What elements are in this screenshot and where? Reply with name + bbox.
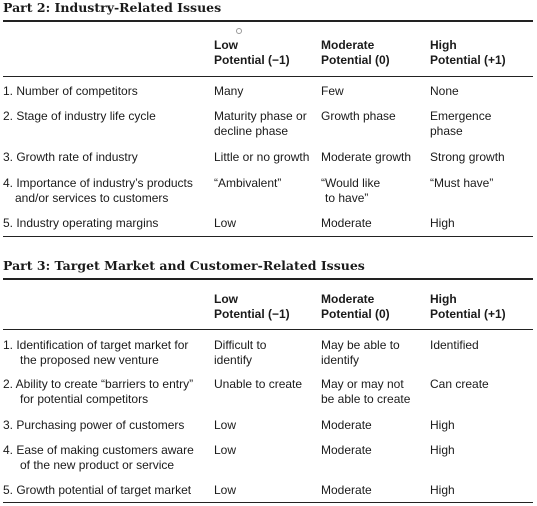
- cell-high: High: [430, 443, 455, 457]
- cell-low: Many: [214, 84, 244, 98]
- row-label: 1. Identification of target market for th…: [3, 338, 189, 367]
- cell-moderate: Moderate: [321, 418, 372, 432]
- part3-title: Part 3: Target Market and Customer-Relat…: [3, 258, 365, 273]
- cell-moderate: Moderate: [321, 483, 372, 497]
- cell-moderate: May be able to identify: [321, 338, 400, 367]
- cell-low: Difficult to identify: [214, 338, 267, 367]
- row-label: 3. Purchasing power of customers: [3, 418, 185, 432]
- row-label: 2. Stage of industry life cycle: [3, 109, 156, 123]
- cell-low: Low: [214, 443, 237, 457]
- cell-low: Maturity phase or decline phase: [214, 109, 307, 138]
- cell-low: Low: [214, 483, 237, 497]
- cell-high: Can create: [430, 377, 489, 391]
- part2-bottom-rule: [3, 236, 533, 237]
- cell-low: Unable to create: [214, 377, 303, 391]
- row-label: 2. Ability to create “barriers to entry”…: [3, 377, 194, 406]
- cell-high: Strong growth: [430, 150, 505, 164]
- cell-low: Low: [214, 418, 237, 432]
- cell-moderate: May or may not be able to create: [321, 377, 411, 406]
- cell-moderate: Moderate: [321, 443, 372, 457]
- row-label: 4. Ease of making customers aware of the …: [3, 443, 194, 472]
- cell-low: “Ambivalent”: [214, 176, 282, 190]
- part3-header-rule: [3, 329, 533, 330]
- row-label: 5. Growth potential of target market: [3, 483, 192, 497]
- cell-high: Identified: [430, 338, 479, 352]
- cell-low: Little or no growth: [214, 150, 310, 164]
- decorative-dot: [236, 28, 242, 34]
- part2-top-rule: [3, 20, 533, 22]
- cell-high: High: [430, 216, 455, 230]
- cell-moderate: Moderate growth: [321, 150, 412, 164]
- header-low: Low Potential (−1): [214, 38, 290, 67]
- cell-high: None: [430, 84, 459, 98]
- cell-high: Emergence phase: [430, 109, 492, 138]
- cell-high: High: [430, 483, 455, 497]
- header-moderate: Moderate Potential (0): [321, 38, 390, 67]
- header-high: High Potential (+1): [430, 292, 506, 321]
- cell-low: Low: [214, 216, 237, 230]
- cell-moderate: Growth phase: [321, 109, 396, 123]
- part3-bottom-rule: [3, 502, 533, 503]
- row-label: 5. Industry operating margins: [3, 216, 159, 230]
- header-moderate: Moderate Potential (0): [321, 292, 390, 321]
- row-label: 4. Importance of industry’s products and/…: [3, 176, 193, 205]
- part2-title: Part 2: Industry-Related Issues: [3, 0, 222, 15]
- cell-moderate: “Would like to have”: [321, 176, 381, 205]
- header-low: Low Potential (−1): [214, 292, 290, 321]
- cell-moderate: Moderate: [321, 216, 372, 230]
- cell-high: High: [430, 418, 455, 432]
- cell-high: “Must have”: [430, 176, 494, 190]
- part3-top-rule: [3, 278, 533, 280]
- row-label: 1. Number of competitors: [3, 84, 138, 98]
- part2-header-rule: [3, 76, 533, 77]
- header-high: High Potential (+1): [430, 38, 506, 67]
- row-label: 3. Growth rate of industry: [3, 150, 138, 164]
- cell-moderate: Few: [321, 84, 344, 98]
